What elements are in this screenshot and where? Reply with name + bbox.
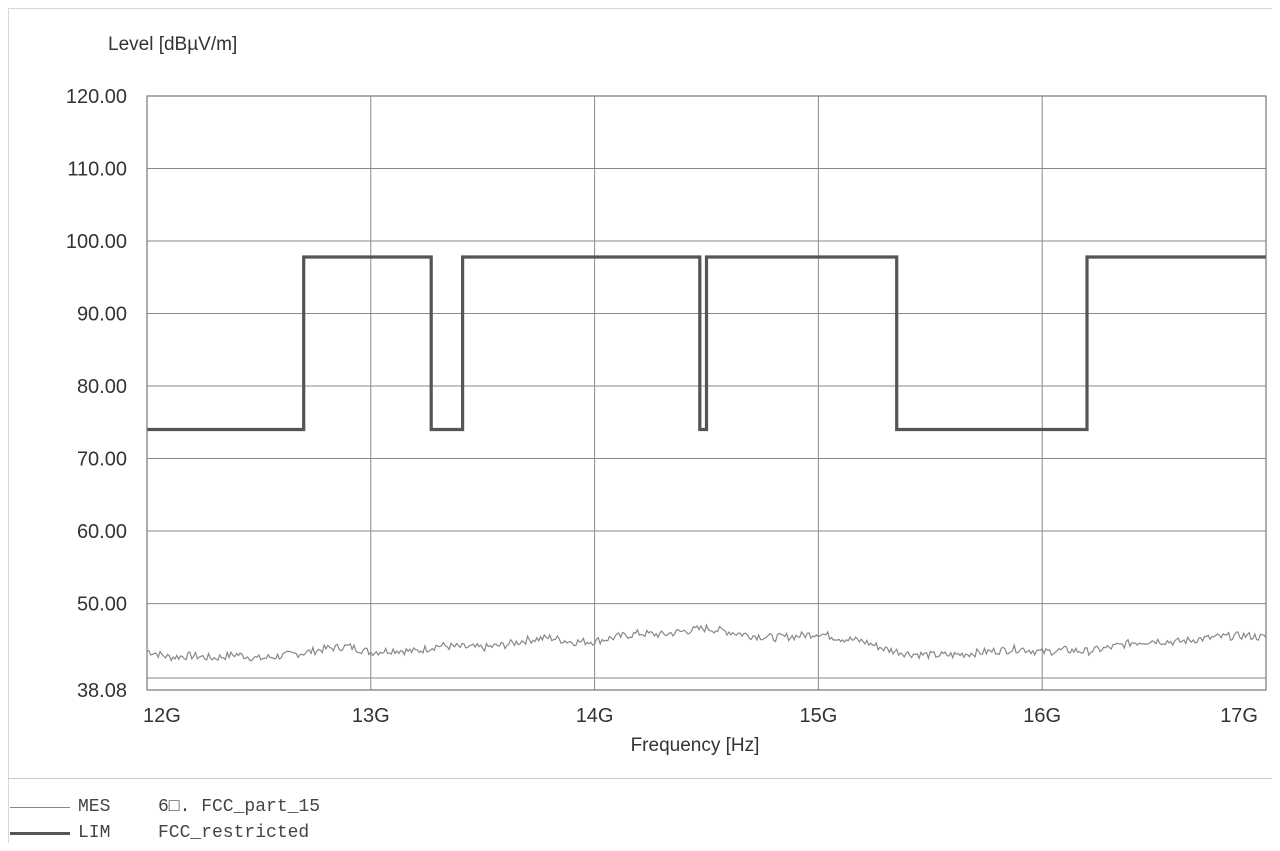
x-tick-label: 16G [1023,705,1061,727]
frame-left-border [8,8,9,843]
series-group [147,255,1267,662]
legend: MES 6□. FCC_part_15 LIM FCC_restricted [10,794,320,846]
y-axis: 120.00 110.00 100.00 90.00 80.00 70.00 60.00 50… [66,86,127,702]
series-line-mes [147,623,1267,662]
legend-item-lim: LIM FCC_restricted [10,820,320,846]
legend-code-lim: LIM [78,823,111,843]
y-tick-label: 80.00 [77,376,127,398]
legend-label-lim: FCC_restricted [158,823,310,843]
y-tick-label: 70.00 [77,449,127,471]
chart-area: 120.00 110.00 100.00 90.00 80.00 70.00 60.00 50… [66,86,1267,727]
legend-swatch-mes [10,806,70,808]
frame-top-border [8,8,1272,9]
x-axis-label: Frequency [Hz] [630,735,760,756]
plot-border [146,95,1267,691]
legend-label-mes: 6□. FCC_part_15 [158,797,321,817]
legend-code-mes: MES [78,797,111,817]
x-tick-label: 15G [799,705,837,727]
y-tick-label: 120.00 [66,86,127,108]
legend-divider [8,778,1272,779]
y-tick-label: 110.00 [67,159,127,181]
y-tick-label: 100.00 [66,231,127,253]
x-tick-label: 13G [352,705,390,727]
x-axis: 12G 13G 14G 15G 16G 17G [143,705,1258,727]
x-tick-label: 17G [1220,705,1258,727]
series-line-lim [147,255,1266,432]
y-tick-label: 38.08 [77,680,127,702]
x-tick-label: 12G [143,705,181,727]
y-tick-label: 50.00 [77,594,127,616]
x-tick-label: 14G [576,705,614,727]
legend-swatch-lim [10,831,70,835]
legend-item-mes: MES 6□. FCC_part_15 [10,794,320,820]
y-axis-label: Level [dBµV/m] [108,34,238,55]
y-tick-label: 60.00 [77,521,127,543]
y-tick-label: 90.00 [77,304,127,326]
